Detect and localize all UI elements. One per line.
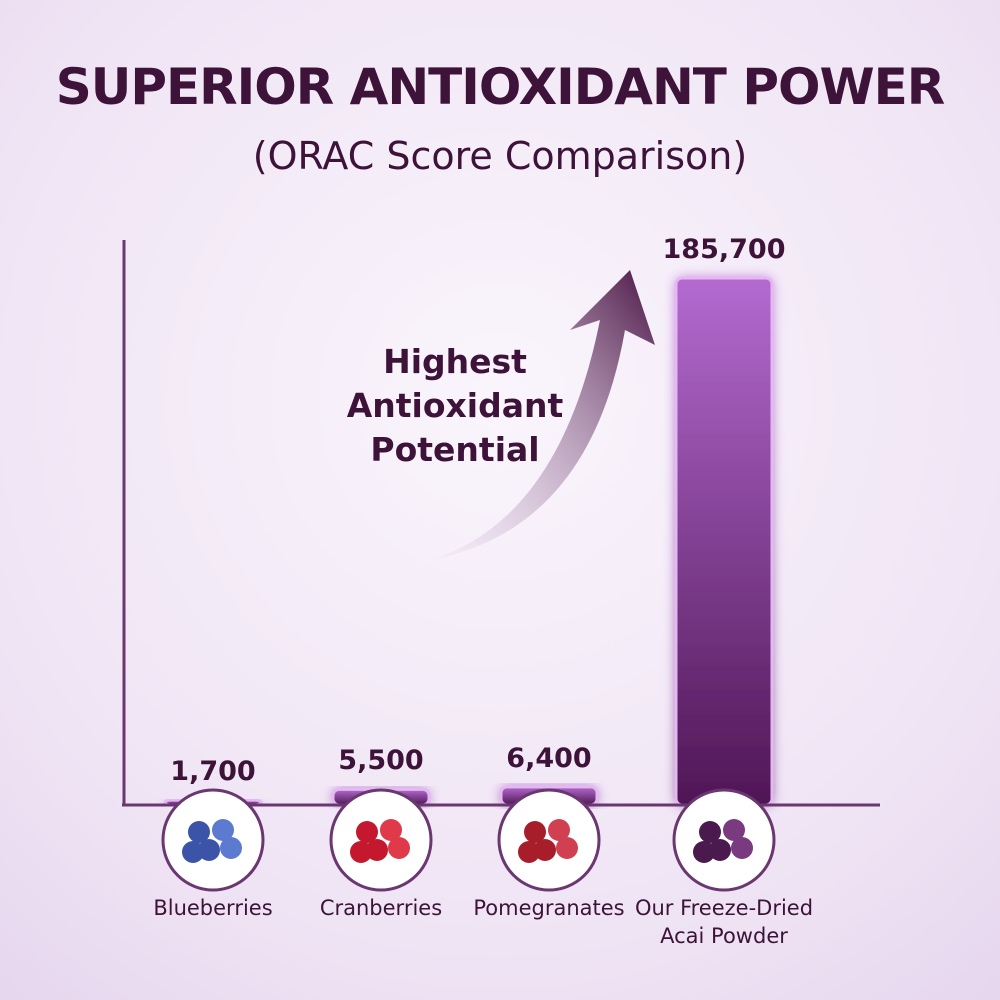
icon-fruit — [188, 821, 210, 843]
icon-fruit — [350, 841, 372, 863]
icon-fruit — [182, 841, 204, 863]
x-tick-label: Our Freeze-Dried Acai Powder — [634, 896, 814, 948]
icon-fruit — [723, 819, 745, 841]
x-tick-label: Blueberries — [153, 896, 273, 920]
icon-fruit — [518, 841, 540, 863]
icon-fruit — [731, 837, 753, 859]
x-tick-label: Pomegranates — [473, 896, 625, 920]
icons — [161, 788, 776, 892]
value-label: 185,700 — [662, 234, 786, 265]
bar — [674, 276, 774, 807]
icon-fruit — [709, 839, 731, 861]
chart-title: SUPERIOR ANTIOXIDANT POWER — [55, 58, 946, 116]
icon-fruit — [212, 819, 234, 841]
annotation: Highest Antioxidant Potential — [346, 342, 564, 469]
icon-fruit — [699, 821, 721, 843]
icon-fruit — [356, 821, 378, 843]
icon-fruit — [534, 839, 556, 861]
arrow — [430, 270, 655, 560]
value-label: 5,500 — [338, 745, 424, 777]
icon-fruit — [220, 837, 242, 859]
value-label: 6,400 — [506, 742, 592, 774]
value-label: 1,700 — [170, 756, 256, 788]
x-tick-label: Cranberries — [319, 896, 443, 920]
icon-fruit — [524, 821, 546, 843]
icon-fruit — [556, 837, 578, 859]
icon-fruit — [548, 819, 570, 841]
icon-fruit — [388, 837, 410, 859]
chart-subtitle: (ORAC Score Comparison) — [252, 134, 748, 178]
icon-fruit — [366, 839, 388, 861]
icon-fruit — [380, 819, 402, 841]
icon-fruit — [693, 841, 715, 863]
icon-fruit — [198, 839, 220, 861]
